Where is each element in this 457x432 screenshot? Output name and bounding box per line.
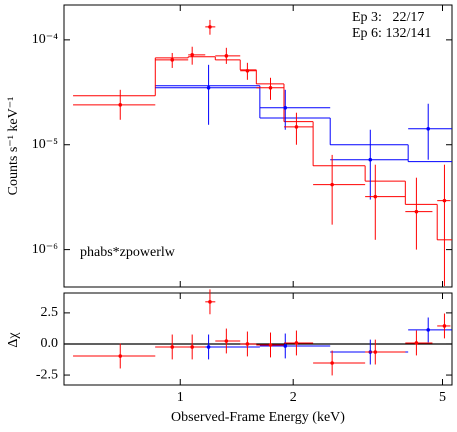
- y-tick-label: 2.5: [41, 305, 59, 320]
- data-point: [208, 300, 212, 304]
- data-point: [373, 350, 378, 354]
- data-point: [190, 53, 194, 57]
- y-axis-label: Δχ: [6, 332, 21, 348]
- data-point: [294, 341, 299, 345]
- data-point: [170, 345, 175, 349]
- data-point: [283, 106, 288, 110]
- y-tick-label: -2.5: [36, 367, 58, 382]
- x-tick-label: 2: [290, 390, 297, 405]
- data-point: [118, 103, 123, 107]
- data-point: [245, 69, 250, 73]
- data-point: [245, 342, 250, 346]
- y-tick-label: 10⁻⁶: [32, 242, 58, 257]
- data-point: [414, 209, 419, 214]
- data-point: [268, 86, 273, 90]
- data-point: [294, 125, 299, 129]
- data-point: [208, 25, 212, 29]
- x-axis-label: Observed-Frame Energy (keV): [171, 410, 345, 425]
- data-point: [426, 126, 431, 131]
- top-frame: [63, 4, 453, 288]
- y-axis-label: Counts s⁻¹ keV⁻¹: [6, 97, 21, 196]
- data-point: [224, 339, 229, 343]
- annotation: phabs*zpowerlw: [80, 245, 176, 260]
- data-point: [190, 345, 194, 349]
- data-point: [442, 324, 447, 328]
- y-tick-label: 10⁻⁴: [32, 32, 58, 47]
- data-point: [118, 354, 123, 358]
- data-point: [224, 54, 229, 58]
- data-point: [414, 341, 419, 345]
- x-tick-label: 1: [177, 390, 184, 405]
- legend-entry: Ep 6: 132/141: [352, 26, 431, 41]
- y-tick-label: 10⁻⁵: [32, 137, 58, 152]
- data-point: [426, 328, 431, 332]
- y-tick-label: 0.0: [41, 336, 59, 351]
- data-point: [268, 343, 273, 347]
- data-point: [283, 344, 288, 348]
- data-point: [368, 157, 373, 162]
- data-point: [206, 86, 211, 90]
- legend-entry: Ep 3: 22/17: [352, 10, 424, 25]
- x-tick-label: 5: [439, 390, 446, 405]
- data-point: [373, 194, 378, 199]
- data-point: [330, 182, 334, 187]
- data-point: [330, 361, 334, 365]
- bottom-frame: [63, 292, 453, 386]
- data-point: [170, 58, 175, 62]
- data-point: [442, 198, 447, 203]
- data-point: [206, 345, 211, 349]
